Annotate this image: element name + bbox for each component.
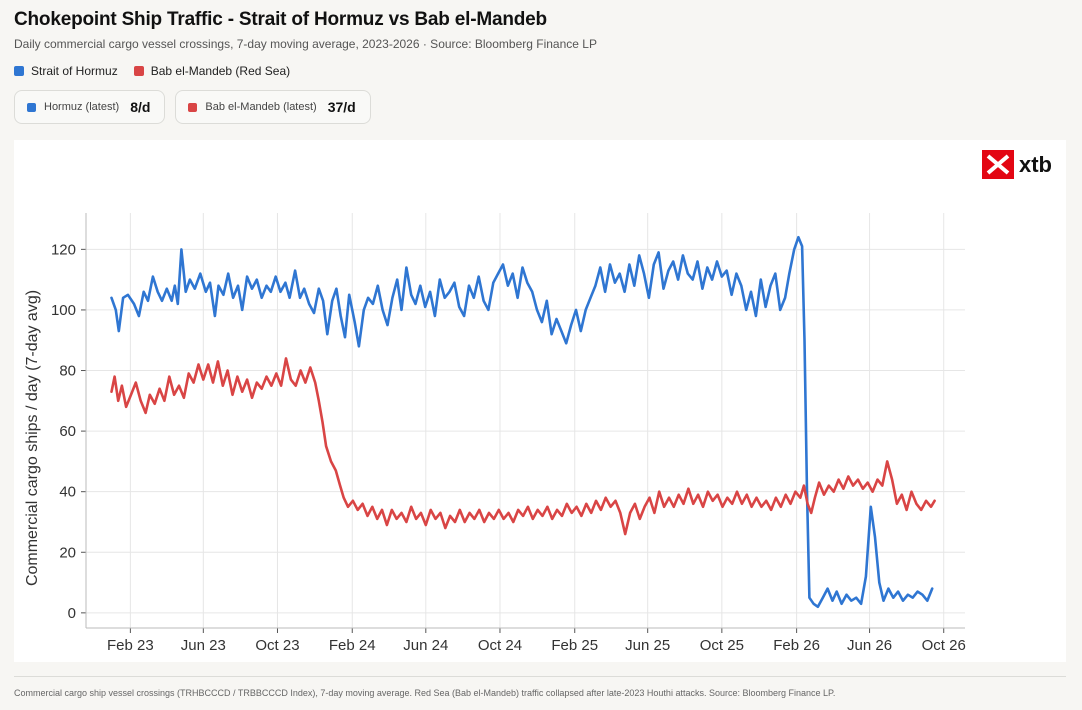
x-tick-label: Feb 24 (329, 637, 376, 654)
y-tick-label: 120 (51, 241, 76, 258)
footer-divider (14, 676, 1066, 677)
x-tick-label: Jun 25 (625, 637, 670, 654)
page-title: Chokepoint Ship Traffic - Strait of Horm… (14, 9, 547, 30)
legend-item-hormuz[interactable]: Strait of Hormuz (14, 64, 118, 78)
card-bab-el-mandeb-latest: Bab el-Mandeb (latest) 37/d (175, 90, 371, 124)
card-hormuz-latest: Hormuz (latest) 8/d (14, 90, 166, 124)
legend-swatch-hormuz (14, 66, 24, 76)
legend-swatch-bab-el-mandeb (133, 66, 144, 76)
x-tick-label: Oct 26 (922, 637, 966, 654)
series-line-hormuz (110, 235, 934, 609)
y-tick-label: 20 (59, 544, 76, 561)
y-tick-label: 80 (59, 363, 76, 380)
x-tick-label: Oct 25 (700, 637, 744, 654)
axes: 0 20 40 60 80 100 120 Feb 23 Jun 23 Oct 23 Feb 24 J… (51, 213, 966, 654)
card-bab-el-mandeb-label: Bab el-Mandeb (latest) (205, 101, 317, 113)
x-tick-label: Jun 23 (181, 637, 226, 654)
x-tick-label: Feb 23 (107, 637, 154, 654)
page-subtitle: Daily commercial cargo vessel crossings,… (14, 37, 597, 51)
latest-value-cards: Hormuz (latest) 8/d Bab el-Mandeb (lates… (14, 90, 371, 124)
y-tick-label: 60 (59, 423, 76, 440)
series-line-bab-el-mandeb (110, 357, 936, 536)
xtb-logo: xtb (982, 150, 1052, 179)
y-tick-label: 0 (68, 605, 76, 622)
chart-legend: Strait of Hormuz Bab el-Mandeb (Red Sea) (14, 64, 290, 78)
card-hormuz-label: Hormuz (latest) (44, 101, 120, 113)
card-hormuz-value: 8/d (130, 99, 151, 115)
line-chart: 0 20 40 60 80 100 120 Feb 23 Jun 23 Oct 23 Feb 24 J… (24, 150, 1052, 654)
chart-panel: 0 20 40 60 80 100 120 Feb 23 Jun 23 Oct 23 Feb 24 J… (14, 140, 1066, 662)
y-axis-label: Commercial cargo ships / day (7-day avg) (24, 290, 41, 586)
xtb-logo-x-icon (986, 154, 1010, 175)
grid-lines (86, 213, 965, 628)
card-bab-el-mandeb-dot (188, 102, 198, 112)
chart-footnote: Commercial cargo ship vessel crossings (… (14, 688, 836, 698)
legend-item-bab-el-mandeb[interactable]: Bab el-Mandeb (Red Sea) (133, 64, 291, 78)
x-tick-label: Feb 26 (773, 637, 820, 654)
legend-label-hormuz: Strait of Hormuz (31, 64, 118, 78)
x-tick-label: Oct 23 (255, 637, 299, 654)
series-lines (110, 235, 936, 609)
card-bab-el-mandeb-value: 37/d (327, 99, 356, 115)
x-tick-label: Jun 24 (403, 637, 448, 654)
y-tick-label: 40 (59, 484, 76, 501)
x-tick-label: Feb 25 (551, 637, 598, 654)
card-hormuz-dot (27, 102, 36, 112)
legend-label-bab-el-mandeb: Bab el-Mandeb (Red Sea) (150, 64, 291, 78)
xtb-logo-text: xtb (1019, 152, 1052, 177)
x-tick-label: Jun 26 (847, 637, 892, 654)
y-tick-label: 100 (51, 302, 76, 319)
x-tick-label: Oct 24 (478, 637, 522, 654)
